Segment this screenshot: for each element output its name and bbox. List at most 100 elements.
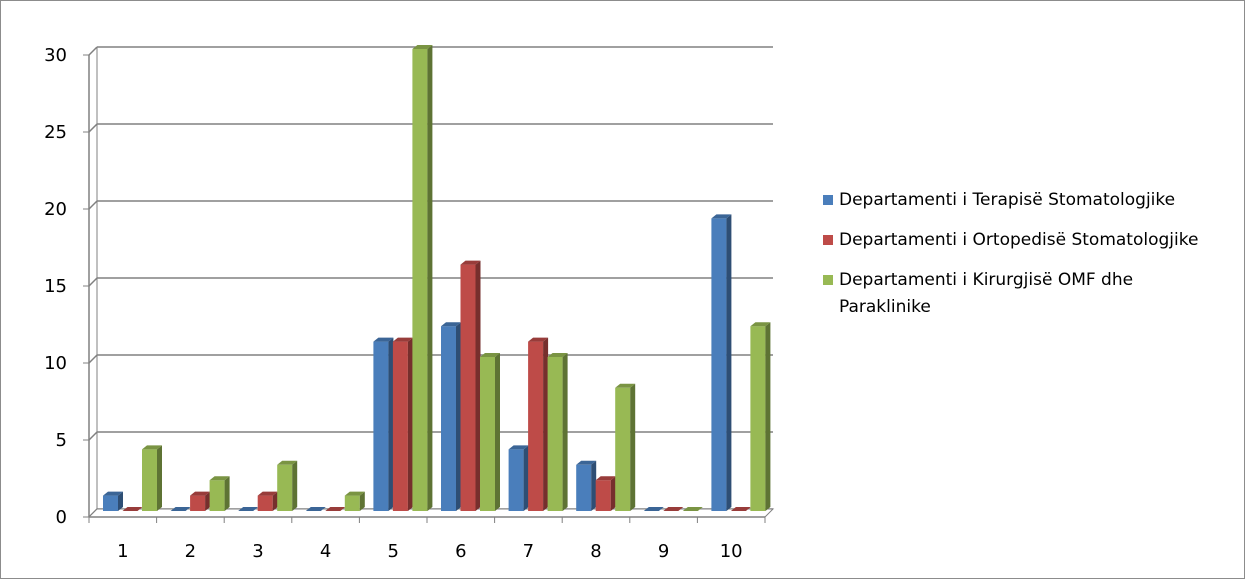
bar-side: [456, 322, 461, 511]
bar: [528, 337, 549, 511]
bar-top: [663, 507, 684, 511]
y-tick-label: 10: [44, 353, 67, 374]
bar-top: [615, 383, 636, 388]
bar-side: [495, 353, 500, 511]
y-tick-label: 5: [56, 430, 67, 451]
bar-top: [190, 491, 211, 496]
bar: [547, 353, 568, 511]
bar-front: [209, 480, 225, 511]
x-tick-label: 4: [320, 541, 331, 562]
bar-front: [508, 449, 524, 511]
bar-top: [750, 322, 771, 327]
x-tick-label: 8: [590, 541, 601, 562]
bar-front: [528, 341, 544, 511]
bar-front: [190, 495, 206, 511]
bar-side: [543, 337, 549, 511]
bar-top: [344, 491, 365, 496]
bar: [257, 491, 278, 511]
bar-top: [122, 507, 143, 511]
bar-front: [480, 357, 495, 511]
y-tick-label: 25: [44, 122, 67, 143]
bar: [711, 214, 732, 511]
bar-side: [292, 460, 298, 511]
bar-top: [373, 337, 394, 342]
bar-top: [142, 445, 162, 450]
bar: [682, 507, 703, 511]
bar-front: [615, 387, 631, 511]
bar-front: [392, 341, 408, 511]
legend-swatch: [823, 235, 833, 245]
bar-top: [257, 491, 278, 496]
bar: [441, 322, 461, 511]
y-tick-label: 20: [44, 199, 67, 220]
bar-front: [576, 464, 592, 511]
bar-top: [547, 353, 568, 357]
y-tick-label: 30: [44, 45, 67, 66]
bar-front: [750, 326, 766, 511]
bar-top: [643, 507, 664, 511]
x-tick-label: 2: [185, 541, 196, 562]
bars: [103, 45, 771, 511]
legend-item-terapise: Departamenti i Terapisë Stomatologjike: [823, 187, 1243, 214]
bar: [170, 507, 191, 511]
bar: [508, 445, 529, 511]
bar: [750, 322, 771, 511]
bar: [460, 260, 481, 511]
gridline-depth: [88, 123, 98, 133]
legend-item-kirurgjise: Departamenti i Kirurgjisë OMF dhe Parakl…: [823, 267, 1243, 321]
bar-side: [726, 214, 732, 511]
legend-swatch: [823, 275, 833, 285]
gridline-depth: [88, 354, 98, 364]
bar: [615, 383, 636, 511]
bar-top: [595, 476, 616, 481]
bar-front: [547, 357, 563, 511]
bar-top: [209, 476, 230, 481]
legend-label: Departamenti i Terapisë Stomatologjike: [839, 190, 1176, 210]
bar: [122, 507, 143, 511]
legend-label: Departamenti i Ortopedisë Stomatologjike: [839, 230, 1199, 250]
bar: [595, 476, 616, 511]
x-tick-label: 5: [387, 541, 398, 562]
bar: [480, 353, 500, 511]
bar: [392, 337, 413, 511]
bar-front: [373, 341, 389, 511]
bar-front: [103, 495, 118, 511]
x-tick-label: 3: [252, 541, 263, 562]
bar-front: [595, 480, 611, 511]
bar-front: [277, 464, 293, 511]
bar-side: [427, 45, 433, 511]
bar-top: [576, 460, 597, 465]
bar-top: [711, 214, 732, 219]
bar-top: [277, 460, 298, 465]
legend-swatch: [823, 195, 833, 205]
legend-item-ortopedise: Departamenti i Ortopedisë Stomatologjike: [823, 227, 1243, 254]
bar-side: [523, 445, 529, 511]
gridline-depth: [88, 431, 98, 441]
bar-front: [142, 449, 157, 511]
bar-top: [682, 507, 703, 511]
bar-top: [412, 45, 433, 49]
bar-top: [325, 507, 346, 511]
x-tick-label: 9: [658, 541, 669, 562]
bar-side: [562, 353, 568, 511]
bar-top: [392, 337, 413, 342]
bar-side: [359, 491, 365, 511]
bar: [373, 337, 394, 511]
bar-side: [630, 383, 636, 511]
bar-side: [475, 260, 481, 511]
bar-front: [460, 264, 476, 511]
x-tick-label: 7: [523, 541, 534, 562]
x-tick-label: 6: [455, 541, 466, 562]
bar-front: [711, 218, 727, 511]
gridline-depth: [88, 200, 98, 210]
bar-front: [257, 495, 273, 511]
bar: [190, 491, 211, 511]
bar-side: [407, 337, 413, 511]
x-tick-labels: 1 2 3 4 5 6 7 8 9 10: [117, 541, 743, 562]
bar-top: [730, 507, 751, 511]
bar-top: [103, 491, 123, 496]
bar: [576, 460, 597, 511]
gridline-depth: [88, 277, 98, 287]
bar-side: [610, 476, 616, 511]
